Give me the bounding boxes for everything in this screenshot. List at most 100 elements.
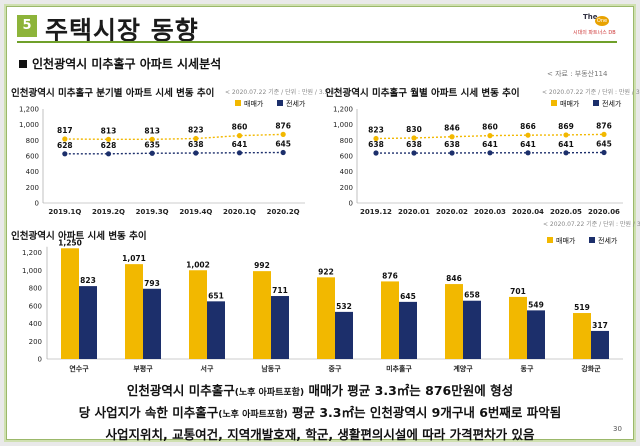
chart3-jeonse-bar: [271, 296, 289, 359]
caption-1a: 인천광역시 미추홀구: [126, 383, 235, 398]
chart1-jeonse-data-label: 635: [144, 140, 160, 149]
page-number: 30: [613, 425, 622, 433]
chart3-sale-data-label: 1,071: [122, 254, 146, 263]
chart3-jeonse-bar: [335, 311, 353, 359]
chart2-jeonse-point: [601, 149, 607, 156]
chart2-jeonse-point: [525, 150, 531, 156]
chart2-jeonse-point: [373, 150, 379, 156]
chart2-y-tick-label: 0: [349, 200, 353, 208]
chart1-jeonse-data-label: 628: [101, 141, 117, 150]
chart2-legend-jeonse-swatch: [593, 100, 599, 106]
chart2-y-tick-label: 600: [340, 153, 353, 161]
chart3-sale-data-label: 992: [254, 261, 270, 270]
chart1-x-tick-label: 2019.3Q: [136, 208, 169, 216]
chart3-y-tick-label: 0: [38, 356, 42, 364]
company-logo: The One 시대의 파트너스 DB: [573, 13, 625, 39]
chart3-sale-bar: [573, 313, 591, 359]
chart1-sale-point: [62, 136, 68, 142]
logo-badge: One: [595, 16, 609, 26]
chart1-legend-jeonse-swatch: [277, 100, 283, 106]
chart3-x-tick-label: 계양구: [453, 364, 473, 373]
caption-1b: (노후 아파트포함): [234, 388, 305, 398]
chart3-legend-jeonse-swatch: [589, 237, 595, 243]
chart3-sale-bar: [125, 264, 143, 359]
chart3-x-tick-label: 남동구: [261, 364, 281, 373]
chart2-y-tick-label: 400: [340, 168, 353, 176]
chart3-y-tick-label: 400: [29, 320, 42, 328]
chart3-jeonse-bar: [463, 300, 481, 359]
chart1-jeonse-point: [193, 150, 199, 156]
chart2-y-tick-label: 1,000: [333, 121, 353, 129]
chart2-legend-sale-label: 매매가: [560, 99, 580, 108]
chart2-jeonse-data-label: 641: [520, 140, 536, 149]
chart1-y-tick-label: 400: [26, 168, 39, 176]
chart1-jeonse-point: [62, 151, 68, 157]
chart3-y-tick-label: 600: [29, 302, 42, 310]
chart3-jeonse-bar: [399, 301, 417, 359]
chart1-x-tick-label: 2020.1Q: [223, 208, 256, 216]
chart1-sale-point: [105, 136, 112, 142]
section-title: 주택시장 동향: [45, 16, 199, 45]
report-page: 5 주택시장 동향 The One 시대의 파트너스 DB 인천광역시 미추홀구…: [6, 6, 640, 442]
chart1-y-tick-label: 800: [26, 137, 39, 145]
chart2-sale-data-label: 860: [482, 123, 498, 132]
chart3-jeonse-data-label: 549: [528, 300, 544, 309]
chart2-sale-data-label: 823: [368, 126, 384, 135]
chart2-jeonse-point: [487, 150, 493, 156]
chart2-jeonse-data-label: 645: [596, 139, 612, 148]
chart1-sale-data-label: 813: [144, 126, 160, 135]
chart3-jeonse-data-label: 651: [208, 291, 224, 300]
chart1-y-tick-label: 0: [35, 200, 39, 208]
caption-2a: 당 사업지가 속한 미추홀구: [78, 405, 219, 420]
section-number-badge: 5: [17, 15, 37, 37]
chart1-sale-data-label: 876: [275, 121, 291, 130]
logo-text-bottom: 시대의 파트너스 DB: [573, 30, 616, 36]
chart1-sale-data-label: 813: [101, 126, 117, 135]
chart3-jeonse-data-label: 645: [400, 292, 416, 301]
caption-line-1: 인천광역시 미추홀구(노후 아파트포함) 매매가 평균 3.3㎡는 876만원에…: [7, 381, 633, 403]
chart1-jeonse-data-label: 628: [57, 141, 73, 150]
chart3-legend-jeonse-label: 전세가: [598, 236, 618, 245]
chart1-y-tick-label: 1,200: [19, 106, 39, 114]
chart3-legend-sale-swatch: [547, 237, 553, 243]
chart3-jeonse-bar: [143, 288, 161, 359]
chart3-jeonse-bar: [79, 286, 97, 359]
chart2-sale-point: [601, 131, 607, 137]
chart2-unit-note: < 2020.07.22 기준 / 단위 : 만원 / 3.3㎡: [542, 89, 640, 96]
logo-text-top: The: [583, 13, 598, 21]
chart3-sale-data-label: 701: [510, 287, 526, 296]
chart2-x-tick-label: 2020.04: [512, 208, 544, 216]
chart1-sale-data-label: 817: [57, 126, 73, 135]
district-bar-chart: 0 200 400 600 800 1,000 1,200 1,250 823 연수구 1,071 7…: [22, 236, 623, 373]
chart3-sale-bar: [509, 296, 527, 359]
chart1-x-tick-label: 2019.1Q: [48, 208, 81, 216]
chart1-x-tick-label: 2019.2Q: [92, 208, 125, 216]
chart2-y-tick-label: 200: [340, 184, 353, 192]
chart2-x-tick-label: 2020.01: [398, 208, 430, 216]
chart3-jeonse-bar: [527, 310, 545, 359]
chart3-sale-data-label: 519: [574, 303, 590, 312]
chart1-x-tick-label: 2020.2Q: [267, 208, 300, 216]
chart3-jeonse-data-label: 317: [592, 321, 608, 330]
chart3-sale-bar: [61, 248, 79, 359]
bullet-square-icon: [19, 60, 27, 68]
chart3-x-tick-label: 서구: [201, 364, 214, 373]
chart2-sale-data-label: 876: [596, 121, 612, 130]
chart3-x-tick-label: 부평구: [133, 364, 153, 373]
chart1-legend-jeonse-label: 전세가: [286, 99, 306, 108]
quarterly-line-chart: 0 200 400 600 800 1,000 1,200 2019.1Q 2019.2Q 201…: [19, 99, 306, 216]
chart2-x-tick-label: 2019.12: [360, 208, 392, 216]
chart3-y-tick-label: 800: [29, 285, 42, 293]
chart2-jeonse-point: [449, 150, 455, 156]
chart3-x-tick-label: 동구: [521, 365, 534, 373]
chart3-jeonse-bar: [591, 330, 609, 359]
chart3-x-tick-label: 강화군: [581, 364, 601, 373]
monthly-line-chart: 0 200 400 600 800 1,000 1,200 2019.12 2020.01 202…: [333, 99, 623, 216]
chart1-jeonse-data-label: 645: [275, 139, 291, 148]
chart3-sale-data-label: 1,250: [58, 238, 82, 247]
chart1-unit-note: < 2020.07.22 기준 / 단위 : 만원 / 3.3㎡: [225, 89, 335, 96]
chart1-y-tick-label: 600: [26, 153, 39, 161]
chart1-sale-point: [193, 135, 199, 142]
chart2-jeonse-point: [411, 150, 417, 156]
subtitle-text: 인천광역시 미추홀구 아파트 시세분석: [32, 57, 222, 71]
